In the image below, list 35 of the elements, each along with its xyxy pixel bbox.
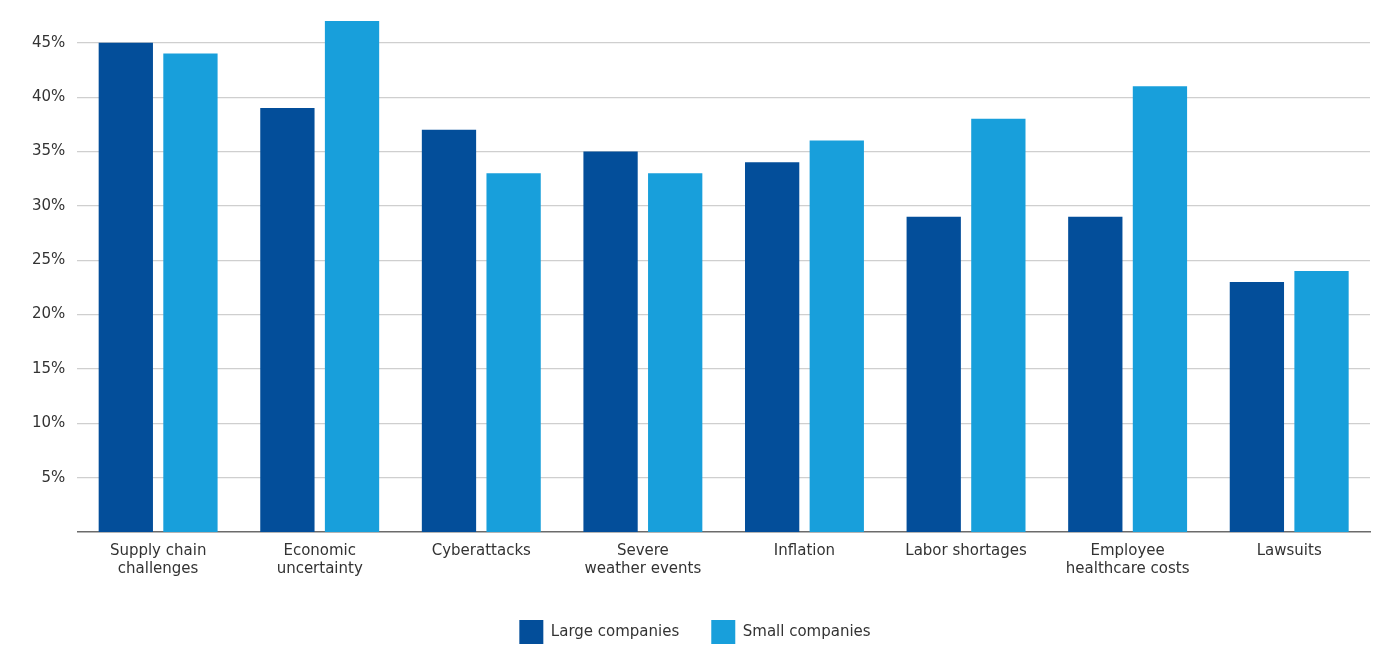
bar [163, 53, 218, 532]
y-tick-label: 40% [32, 87, 66, 105]
x-tick-label: Lawsuits [1256, 540, 1322, 559]
x-tick-label: Employee healthcare costs [1065, 540, 1190, 577]
bar [1294, 271, 1349, 532]
bar [583, 151, 638, 532]
y-tick-label: 20% [32, 304, 66, 323]
x-tick-label: Labor shortages [905, 540, 1027, 559]
bar [98, 42, 153, 532]
y-tick-label: 30% [32, 195, 66, 214]
y-tick-label: 5% [41, 467, 66, 486]
y-tick-label: 10% [32, 413, 66, 432]
y-tick-label: 25% [32, 250, 66, 269]
x-tick-label: Economic uncertainty [276, 540, 363, 577]
bar [324, 21, 380, 532]
x-tick-label: Supply chain challenges [109, 540, 207, 577]
x-tick-label: Inflation [773, 540, 836, 559]
legend-label: Small companies [742, 621, 871, 640]
legend-label: Large companies [550, 621, 680, 640]
bar [421, 129, 477, 532]
bar [1132, 86, 1188, 532]
y-tick-label: 45% [32, 32, 66, 51]
x-tick-label: Severe weather events [584, 540, 702, 577]
bar [260, 107, 315, 532]
bar [1229, 281, 1285, 532]
y-tick-label: 15% [32, 358, 66, 377]
bar [745, 162, 800, 532]
bar [906, 216, 961, 532]
bar [809, 140, 864, 532]
bar [486, 173, 541, 532]
bar [648, 173, 703, 532]
bar [1068, 216, 1123, 532]
x-tick-label: Cyberattacks [431, 540, 532, 559]
bar [971, 118, 1026, 532]
y-tick-label: 35% [32, 141, 66, 160]
